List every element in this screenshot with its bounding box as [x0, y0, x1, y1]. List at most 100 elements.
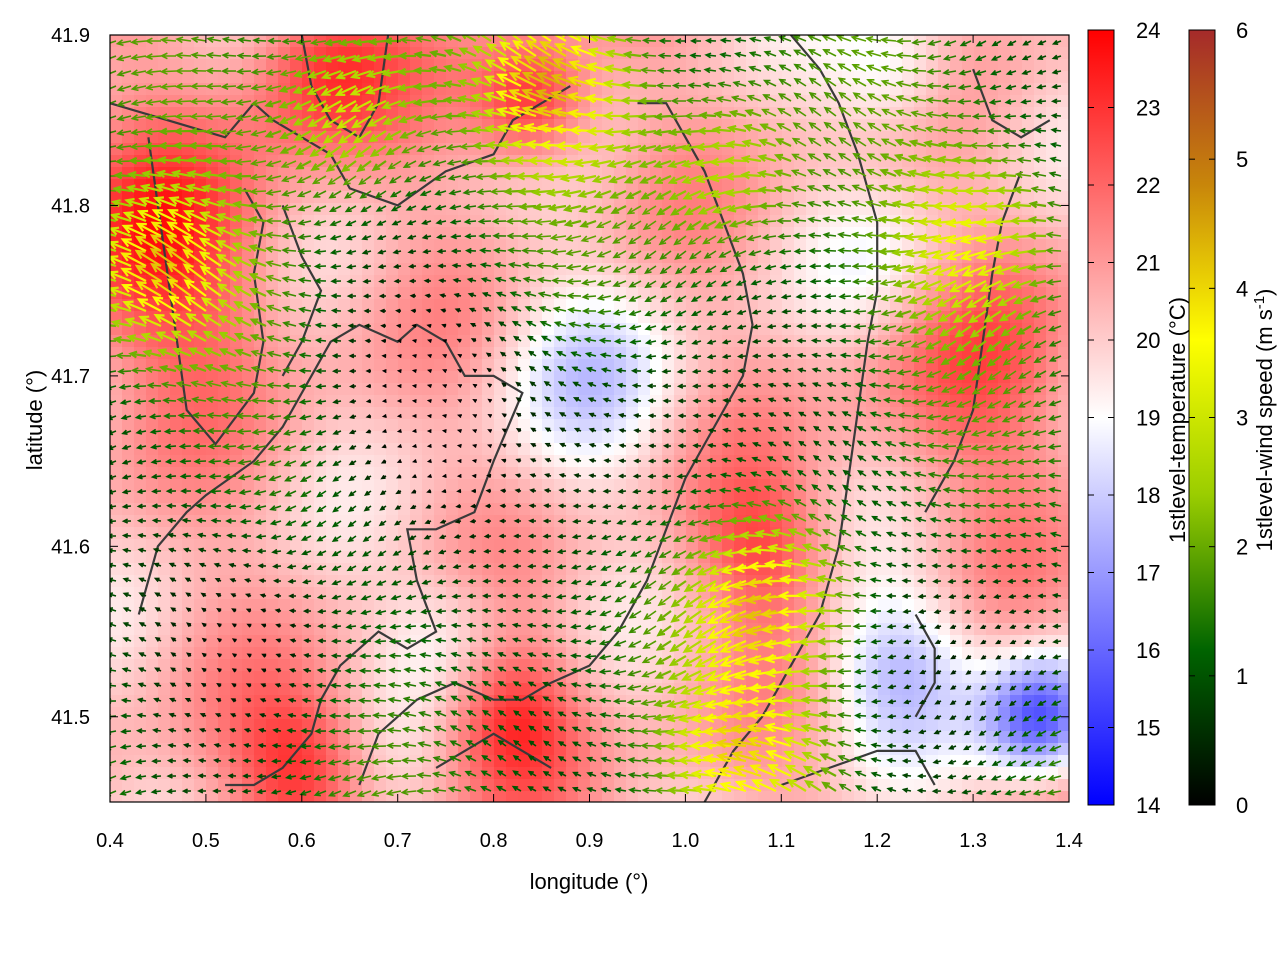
heatmap-cell — [230, 479, 243, 492]
heatmap-cell — [806, 131, 819, 144]
heatmap-cell — [1010, 623, 1023, 636]
heatmap-cell — [830, 503, 843, 516]
heatmap-cell — [278, 635, 291, 648]
heatmap-cell — [314, 539, 327, 552]
heatmap-cell — [278, 791, 291, 802]
heatmap-cell — [890, 431, 903, 444]
heatmap-cell — [230, 755, 243, 768]
heatmap-cell — [230, 623, 243, 636]
heatmap-cell — [842, 671, 855, 684]
heatmap-cell — [206, 71, 219, 84]
heatmap-cell — [746, 275, 759, 288]
heatmap-cell — [278, 563, 291, 576]
heatmap-cell — [158, 563, 171, 576]
heatmap-cell — [218, 659, 231, 672]
heatmap-cell — [122, 707, 135, 720]
heatmap-cell — [254, 695, 267, 708]
heatmap-cell — [734, 431, 747, 444]
heatmap-cell — [386, 311, 399, 324]
heatmap-cell — [230, 551, 243, 564]
heatmap-cell — [182, 563, 195, 576]
heatmap-cell — [278, 503, 291, 516]
heatmap-cell — [506, 431, 519, 444]
heatmap-cell — [278, 179, 291, 192]
heatmap-cell — [218, 755, 231, 768]
heatmap-cell — [782, 323, 795, 336]
heatmap-cell — [314, 179, 327, 192]
heatmap-cell — [374, 239, 387, 252]
heatmap-cell — [314, 491, 327, 504]
heatmap-cell — [422, 467, 435, 480]
heatmap-cell — [578, 539, 591, 552]
heatmap-cell — [134, 707, 147, 720]
heatmap-cell — [578, 131, 591, 144]
heatmap-cell — [266, 611, 279, 624]
heatmap-cell — [218, 695, 231, 708]
heatmap-cell — [866, 731, 879, 744]
heatmap-cell — [674, 359, 687, 372]
heatmap-cell — [110, 671, 123, 684]
heatmap-cell — [302, 599, 315, 612]
heatmap-cell — [374, 479, 387, 492]
heatmap-cell — [518, 431, 531, 444]
heatmap-cell — [242, 647, 255, 660]
heatmap-cell — [110, 755, 123, 768]
heatmap-cell — [494, 539, 507, 552]
heatmap-cell — [314, 515, 327, 528]
heatmap-cell — [758, 371, 771, 384]
heatmap-cell — [110, 83, 123, 96]
heatmap-cell — [134, 611, 147, 624]
heatmap-cell — [134, 779, 147, 792]
heatmap-cell — [422, 395, 435, 408]
heatmap-cell — [422, 443, 435, 456]
heatmap-cell — [242, 371, 255, 384]
heatmap-cell — [590, 347, 603, 360]
heatmap-cell — [446, 431, 459, 444]
heatmap-cell — [278, 731, 291, 744]
heatmap-cell — [938, 527, 951, 540]
heatmap-cell — [158, 683, 171, 696]
heatmap-cell — [422, 335, 435, 348]
heatmap-cell — [434, 539, 447, 552]
heatmap-cell — [338, 359, 351, 372]
heatmap-cell — [170, 551, 183, 564]
heatmap-cell — [302, 659, 315, 672]
heatmap-cell — [938, 779, 951, 792]
heatmap-cell — [206, 587, 219, 600]
heatmap-cell — [338, 287, 351, 300]
heatmap-cell — [626, 431, 639, 444]
heatmap-cell — [146, 671, 159, 684]
heatmap-cell — [650, 323, 663, 336]
heatmap-cell — [446, 503, 459, 516]
heatmap-cell — [506, 371, 519, 384]
heatmap-cell — [542, 539, 555, 552]
heatmap-cell — [662, 83, 675, 96]
heatmap-cell — [290, 455, 303, 468]
heatmap-cell — [998, 779, 1011, 792]
heatmap-cell — [398, 311, 411, 324]
heatmap-cell — [350, 527, 363, 540]
heatmap-cell — [158, 611, 171, 624]
heatmap-cell — [158, 119, 171, 132]
heatmap-cell — [722, 359, 735, 372]
heatmap-cell — [650, 47, 663, 60]
heatmap-cell — [254, 731, 267, 744]
heatmap-cell — [218, 647, 231, 660]
heatmap-cell — [890, 407, 903, 420]
heatmap-cell — [374, 407, 387, 420]
heatmap-cell — [158, 575, 171, 588]
heatmap-cell — [578, 599, 591, 612]
heatmap-cell — [986, 527, 999, 540]
heatmap-cell — [302, 791, 315, 802]
heatmap-cell — [1034, 59, 1047, 72]
heatmap-cell — [1034, 599, 1047, 612]
heatmap-cell — [458, 563, 471, 576]
heatmap-cell — [374, 779, 387, 792]
heatmap-cell — [722, 431, 735, 444]
heatmap-cell — [530, 779, 543, 792]
heatmap-cell — [278, 719, 291, 732]
heatmap-cell — [206, 59, 219, 72]
heatmap-cell — [638, 647, 651, 660]
heatmap-cell — [170, 395, 183, 408]
heatmap-cell — [434, 467, 447, 480]
